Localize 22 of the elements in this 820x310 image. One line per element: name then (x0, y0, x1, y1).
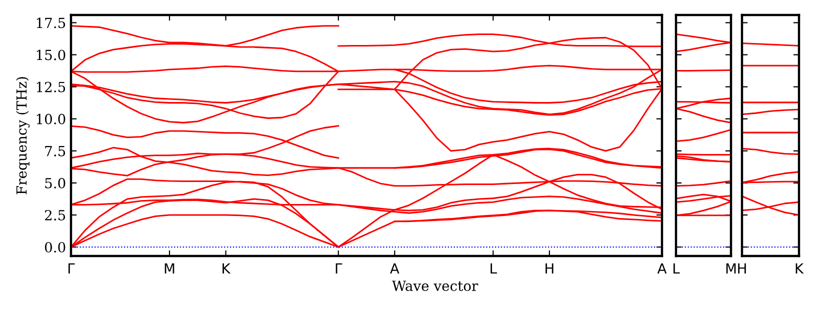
x-tick-label: L (673, 263, 680, 274)
y-tick-label: 12.5 (36, 82, 66, 92)
y-tick-label: 17.5 (36, 18, 66, 28)
x-tick-label: M (164, 263, 174, 274)
y-tick-label: 2.5 (44, 210, 66, 220)
x-tick-label: Γ (336, 263, 342, 274)
x-axis-title: Wave vector (392, 280, 478, 292)
y-tick-label: 7.5 (45, 146, 66, 156)
y-tick-label: 0.0 (44, 242, 66, 252)
x-tick-label: H (738, 263, 746, 274)
x-tick-label: K (796, 263, 804, 274)
x-tick-label: H (546, 263, 554, 274)
x-tick-label: Γ (68, 263, 75, 274)
x-tick-label: M (726, 263, 736, 274)
x-tick-label: A (657, 263, 667, 274)
y-tick-label: 15.0 (36, 50, 66, 60)
x-tick-label: K (222, 263, 231, 274)
y-axis-title: Frequency (THz) (16, 77, 30, 194)
x-tick-label: A (390, 263, 400, 274)
y-tick-label: 10.0 (36, 114, 66, 124)
y-tick-label: 5.0 (45, 178, 66, 188)
x-tick-label: L (490, 263, 497, 274)
